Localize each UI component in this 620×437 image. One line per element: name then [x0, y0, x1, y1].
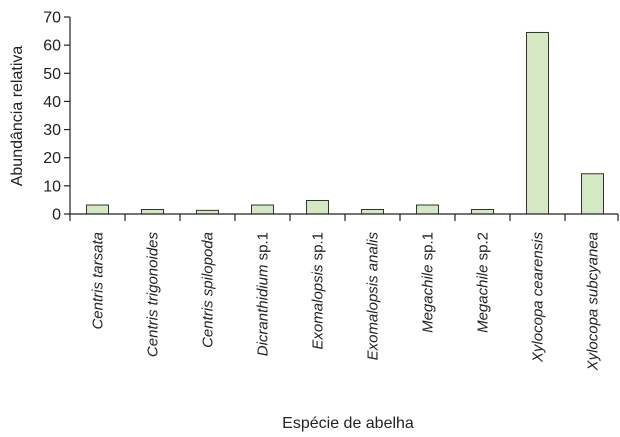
x-tick-label: Dicranthidium sp.1: [255, 232, 272, 356]
y-tick-label: 0: [52, 207, 61, 224]
x-axis-title: Espécie de abelha: [282, 415, 414, 432]
y-tick-label: 40: [43, 94, 61, 111]
bar: [306, 199, 329, 215]
x-tick-label: Megachile sp.1: [420, 232, 437, 333]
bar: [361, 208, 384, 215]
bar: [141, 208, 164, 215]
x-axis: Centris tarsata Centris trigonoides Centri…: [69, 213, 619, 371]
y-tick-label: 60: [43, 38, 61, 55]
bars: [86, 31, 604, 215]
x-tick-label: Exomalopsis analis: [365, 232, 382, 361]
y-tick-label: 30: [43, 122, 61, 139]
x-tick-label: Xylocopa subcyanea: [585, 232, 602, 371]
x-tick-label: Centris spilopoda: [200, 232, 217, 348]
y-tick-label: 20: [43, 150, 61, 167]
x-tick-label: Centris tarsata: [90, 232, 107, 330]
y-axis: 0 10 20 30 40 50 60 70: [43, 10, 71, 224]
y-tick-label: 50: [43, 66, 61, 83]
x-tick-label: Xylocopa cearensis: [530, 232, 547, 364]
bar: [471, 208, 494, 215]
bar: [86, 204, 109, 215]
bar: [251, 204, 274, 215]
y-tick-label: 70: [43, 10, 61, 27]
x-tick-label: Centris trigonoides: [145, 232, 162, 358]
bar: [416, 204, 439, 215]
x-tick-label: Megachile sp.2: [475, 232, 492, 333]
y-axis-title: Abundância relativa: [9, 46, 26, 187]
y-tick-label: 10: [43, 178, 61, 195]
x-tick-label: Exomalopsis sp.1: [310, 232, 327, 350]
bar: [581, 173, 604, 215]
bar: [526, 31, 549, 215]
